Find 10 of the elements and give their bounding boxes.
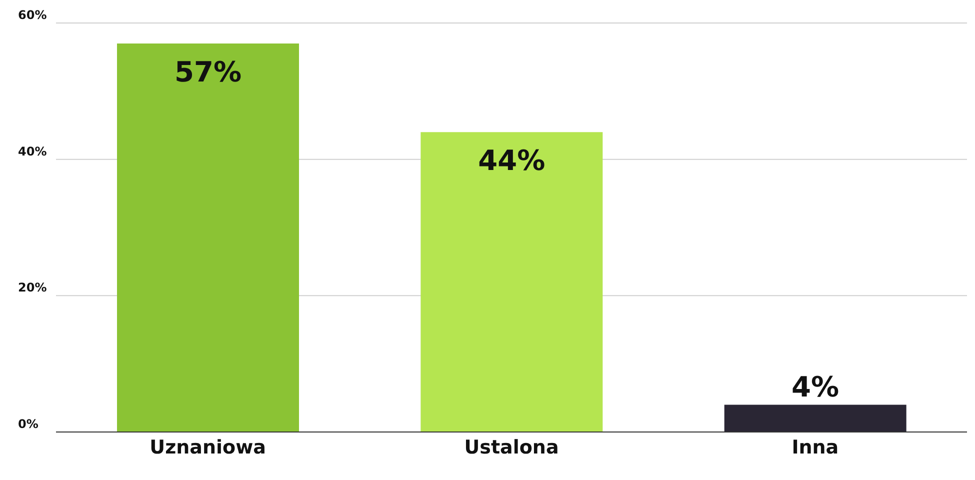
y-tick-label: 40%	[18, 144, 47, 158]
data-label: 44%	[478, 144, 546, 178]
x-tick-label: Uznaniowa	[150, 436, 266, 458]
y-tick-label: 60%	[18, 8, 47, 22]
y-tick-label: 0%	[18, 417, 38, 431]
x-tick-label: Inna	[792, 436, 839, 458]
y-tick-label: 20%	[18, 280, 47, 295]
data-label: 57%	[174, 55, 242, 88]
x-tick-label: Ustalona	[464, 436, 559, 458]
data-label: 4%	[792, 370, 840, 404]
